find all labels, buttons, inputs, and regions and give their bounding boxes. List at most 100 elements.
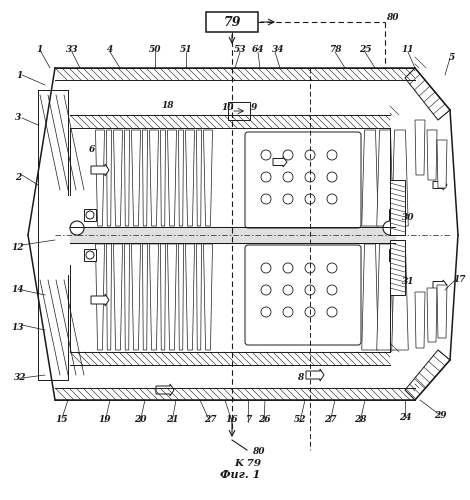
Bar [206,12,258,32]
Polygon shape [156,384,174,396]
Text: 18: 18 [162,100,174,110]
FancyBboxPatch shape [245,245,361,345]
Circle shape [391,211,399,219]
Text: 8: 8 [297,374,303,382]
Text: 52: 52 [294,416,306,424]
Polygon shape [196,130,202,226]
FancyBboxPatch shape [245,132,361,228]
Bar [228,102,250,120]
Circle shape [327,263,337,273]
Text: 12: 12 [12,244,24,252]
Bar [390,180,405,235]
Text: 24: 24 [399,414,411,422]
Circle shape [283,194,293,204]
Circle shape [261,263,271,273]
Text: 15: 15 [56,416,68,424]
Polygon shape [95,130,104,226]
Polygon shape [437,285,447,338]
Text: 16: 16 [226,416,238,424]
Text: 21: 21 [166,416,178,424]
Text: 7: 7 [245,416,251,424]
Polygon shape [91,294,109,306]
Text: 51: 51 [180,46,192,54]
Polygon shape [132,130,141,226]
Polygon shape [433,280,447,290]
Circle shape [305,285,315,295]
Text: 80: 80 [252,448,264,456]
Text: K 79: K 79 [235,458,262,468]
Text: 14: 14 [12,286,24,294]
Circle shape [283,307,293,317]
Polygon shape [179,130,183,226]
Bar [389,249,401,261]
Circle shape [383,221,397,235]
Polygon shape [142,244,148,350]
Circle shape [86,251,94,259]
Polygon shape [160,130,165,226]
Bar [84,209,96,221]
Polygon shape [377,244,393,350]
Circle shape [261,285,271,295]
Polygon shape [179,244,183,350]
Text: 10: 10 [222,102,234,112]
Polygon shape [392,244,408,350]
Circle shape [391,251,399,259]
Text: 9: 9 [251,102,257,112]
Text: 31: 31 [402,278,414,286]
Text: 28: 28 [354,416,366,424]
Circle shape [305,263,315,273]
Circle shape [327,150,337,160]
Text: 53: 53 [234,46,246,54]
Polygon shape [362,130,378,226]
Circle shape [327,285,337,295]
Circle shape [70,221,84,235]
Circle shape [261,194,271,204]
Polygon shape [107,130,111,226]
Polygon shape [415,292,425,348]
Text: 17: 17 [454,276,466,284]
Polygon shape [132,244,141,350]
Text: 13: 13 [12,324,24,332]
Polygon shape [167,130,177,226]
Text: 4: 4 [107,46,113,54]
Polygon shape [415,120,425,175]
Polygon shape [149,244,158,350]
Circle shape [283,150,293,160]
Text: 79: 79 [223,16,241,28]
Polygon shape [405,350,450,400]
Polygon shape [433,180,447,190]
Text: 27: 27 [324,416,336,424]
Circle shape [305,172,315,182]
Text: 25: 25 [359,46,371,54]
Text: 27: 27 [204,416,216,424]
Text: 5: 5 [449,54,455,62]
Circle shape [305,307,315,317]
Polygon shape [204,244,212,350]
Polygon shape [362,244,378,350]
Circle shape [261,150,271,160]
Polygon shape [149,130,158,226]
Circle shape [305,150,315,160]
Polygon shape [142,130,148,226]
Circle shape [327,307,337,317]
Bar [389,209,401,221]
Text: 78: 78 [329,46,341,54]
Circle shape [261,307,271,317]
Text: 29: 29 [434,410,446,420]
Text: 20: 20 [134,416,146,424]
Text: 64: 64 [252,46,264,54]
Text: 34: 34 [272,46,284,54]
Polygon shape [437,140,447,188]
Text: 1: 1 [17,70,23,80]
Polygon shape [196,244,202,350]
Polygon shape [405,68,450,120]
Text: 80: 80 [386,14,398,22]
Text: 33: 33 [66,46,78,54]
Polygon shape [186,130,195,226]
Polygon shape [113,244,123,350]
Polygon shape [273,157,287,167]
Polygon shape [186,244,195,350]
Circle shape [327,194,337,204]
Bar [84,249,96,261]
Circle shape [261,172,271,182]
